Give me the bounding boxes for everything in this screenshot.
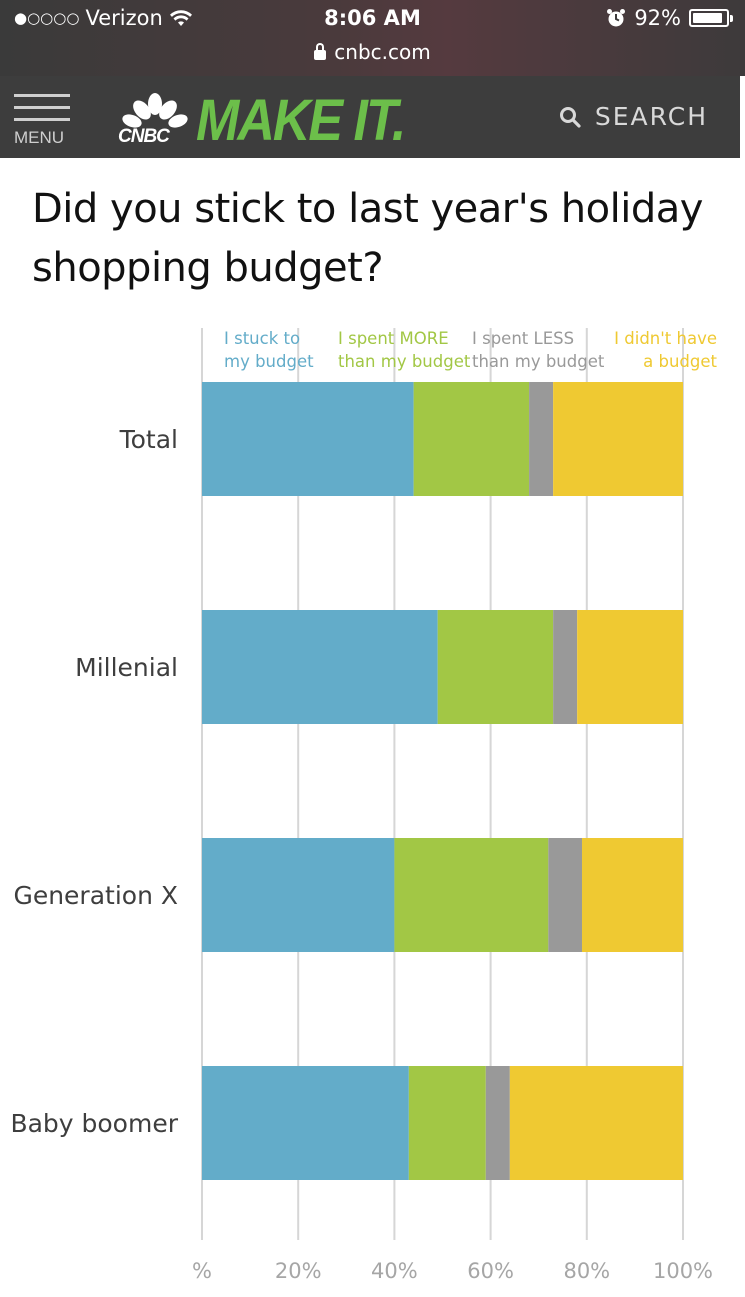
bar-segment-total-2	[529, 382, 554, 496]
bar-segment-generation-x-1	[394, 838, 549, 952]
x-tick-label: 80%	[563, 1259, 610, 1283]
logo-network: CNBC	[118, 126, 170, 147]
signal-strength-icon: ●○○○○	[14, 9, 80, 27]
site-header: MENU CNBC MAKE IT. SEARCH	[0, 76, 745, 158]
x-tick-label: %	[192, 1259, 212, 1283]
stacked-bar-chart: Total Millenial Generation X Baby boomer% 20…	[10, 328, 718, 1283]
bar-segment-total-0	[202, 382, 414, 496]
bar-segment-baby-boomer-0	[202, 1066, 409, 1180]
carrier-info: ●○○○○ Verizon	[14, 6, 193, 30]
x-tick-label: 40%	[371, 1259, 418, 1283]
category-label: Generation X	[13, 881, 178, 910]
logo-text: MAKE IT.	[196, 88, 406, 154]
address-bar[interactable]: cnbc.com	[0, 40, 745, 64]
bar-segment-baby-boomer-1	[408, 1066, 486, 1180]
lock-icon	[314, 43, 327, 60]
battery-percent: 92%	[634, 6, 681, 30]
battery-level	[693, 13, 722, 23]
legend-entry-1: I spent MORE	[338, 329, 449, 348]
bar-segment-millenial-2	[553, 610, 578, 724]
x-tick-label: 20%	[275, 1259, 322, 1283]
bar-segment-millenial-0	[202, 610, 438, 724]
site-logo[interactable]: CNBC MAKE IT.	[118, 86, 406, 154]
search-label: SEARCH	[594, 102, 708, 131]
url-text: cnbc.com	[334, 40, 431, 64]
bar-segment-generation-x-3	[581, 838, 683, 952]
status-right: 92%	[606, 6, 733, 30]
hamburger-icon	[14, 94, 70, 97]
x-tick-label: 100%	[653, 1259, 713, 1283]
alarm-icon	[607, 9, 626, 27]
search-button[interactable]: SEARCH	[559, 102, 708, 131]
category-label: Total	[119, 425, 178, 454]
chart-title: Did you stick to last year's holiday sho…	[32, 186, 703, 291]
legend-entry-0: I stuck to	[224, 329, 300, 348]
menu-button[interactable]: MENU	[14, 94, 72, 154]
peacock-logo-icon: CNBC	[118, 92, 192, 150]
bar-segment-generation-x-0	[202, 838, 395, 952]
legend-entry-1: than my budget	[338, 352, 471, 371]
bar-segment-total-1	[413, 382, 530, 496]
legend-entry-3: I didn't have	[614, 329, 717, 348]
bar-segment-total-3	[553, 382, 683, 496]
menu-label: MENU	[14, 128, 65, 147]
bar-segment-generation-x-2	[548, 838, 582, 952]
category-label: Baby boomer	[10, 1109, 178, 1138]
status-bar: ●○○○○ Verizon 8:06 AM 92% cnbc.com	[0, 0, 745, 76]
bar-segment-baby-boomer-3	[509, 1066, 683, 1180]
search-icon	[559, 106, 581, 128]
hamburger-icon-bar	[14, 106, 70, 109]
bar-segment-millenial-1	[437, 610, 554, 724]
clock: 8:06 AM	[324, 6, 421, 30]
legend-entry-0: my budget	[224, 352, 314, 371]
legend-entry-2: I spent LESS	[472, 329, 574, 348]
battery-icon	[689, 9, 733, 27]
category-label: Millenial	[75, 653, 178, 682]
legend-entry-2: than my budget	[472, 352, 605, 371]
battery-tip	[730, 15, 733, 22]
bar-segment-millenial-3	[577, 610, 683, 724]
wifi-icon	[169, 10, 192, 26]
bar-segment-baby-boomer-2	[485, 1066, 510, 1180]
legend-entry-3: a budget	[643, 352, 717, 371]
hamburger-icon-bar	[14, 118, 70, 121]
carrier-name: Verizon	[85, 6, 163, 30]
x-tick-label: 60%	[467, 1259, 514, 1283]
